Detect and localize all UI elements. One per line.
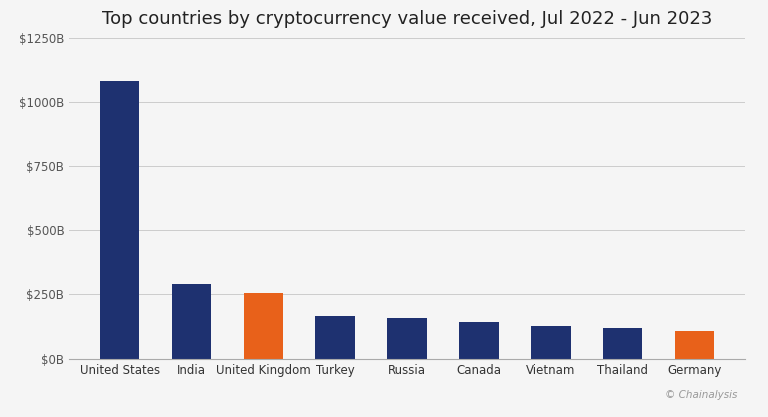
Bar	[243, 293, 283, 359]
Bar	[316, 316, 355, 359]
Bar	[675, 331, 714, 359]
Text: © Chainalysis: © Chainalysis	[665, 390, 737, 400]
Title: Top countries by cryptocurrency value received, Jul 2022 - Jun 2023: Top countries by cryptocurrency value re…	[102, 10, 712, 28]
Bar	[387, 318, 427, 359]
Bar	[459, 322, 498, 359]
Bar	[172, 284, 211, 359]
Bar	[531, 326, 571, 359]
Bar	[100, 81, 139, 359]
Bar	[603, 328, 642, 359]
